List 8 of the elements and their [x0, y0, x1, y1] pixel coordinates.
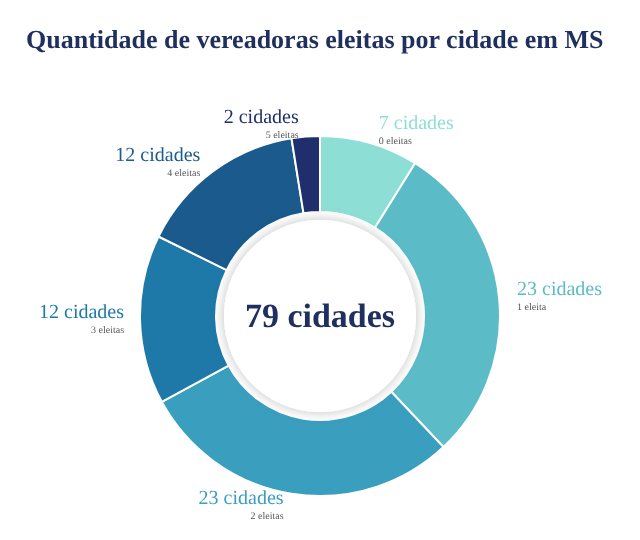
- data-label: 12 cidades: [39, 301, 125, 324]
- data-label: 23 cidades: [198, 487, 284, 510]
- text: 79 cidades: [244, 297, 396, 335]
- data-label: 7 cidades: [378, 113, 454, 136]
- chart-title: Quantidade de vereadoras eleitas por cidade em MS: [26, 24, 604, 54]
- data-label: 2 cidades: [223, 106, 299, 129]
- data-label: 23 cidades: [517, 278, 603, 301]
- data-label: 12 cidades: [115, 144, 201, 167]
